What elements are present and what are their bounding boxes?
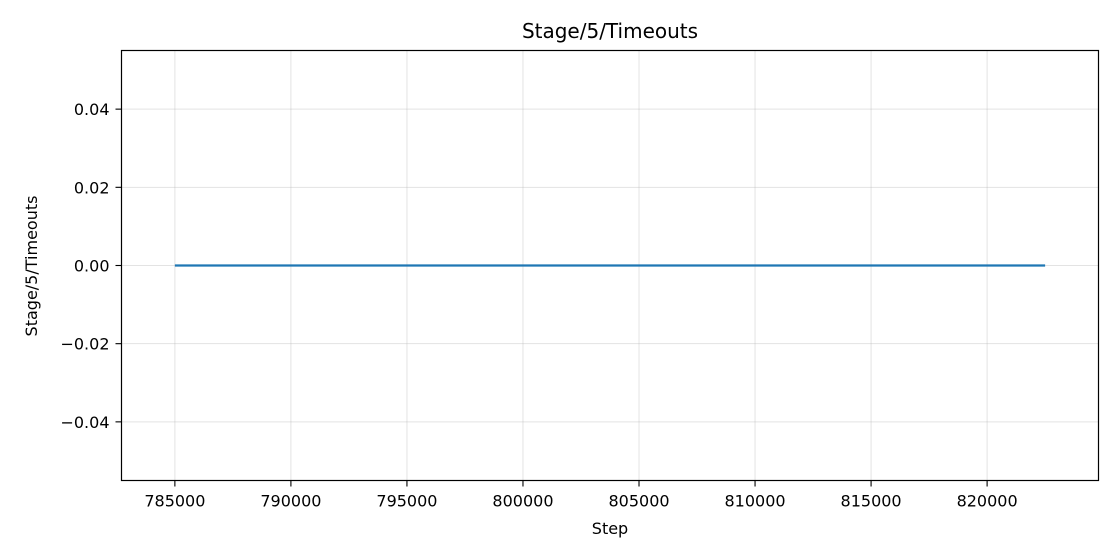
y-tick-label: 0.04 — [74, 100, 110, 119]
x-axis-label: Step — [592, 519, 628, 538]
y-axis-label: Stage/5/Timeouts — [22, 196, 41, 337]
y-tick-label: 0.00 — [74, 257, 110, 276]
chart-title: Stage/5/Timeouts — [522, 19, 698, 43]
y-axis-ticks: 0.04 0.02 0.00 −0.02 −0.04 — [60, 100, 122, 432]
y-tick-label: 0.02 — [74, 178, 110, 197]
y-tick-label: −0.04 — [60, 413, 109, 432]
x-tick-label: 785000 — [144, 492, 205, 511]
x-tick-label: 820000 — [957, 492, 1018, 511]
x-tick-label: 795000 — [376, 492, 437, 511]
x-tick-label: 790000 — [260, 492, 321, 511]
x-tick-label: 810000 — [725, 492, 786, 511]
x-tick-label: 815000 — [841, 492, 902, 511]
x-axis-ticks: 785000 790000 795000 800000 805000 810000 8150… — [144, 480, 1018, 511]
x-tick-label: 800000 — [492, 492, 553, 511]
x-tick-label: 805000 — [608, 492, 669, 511]
y-tick-label: −0.02 — [60, 335, 109, 354]
